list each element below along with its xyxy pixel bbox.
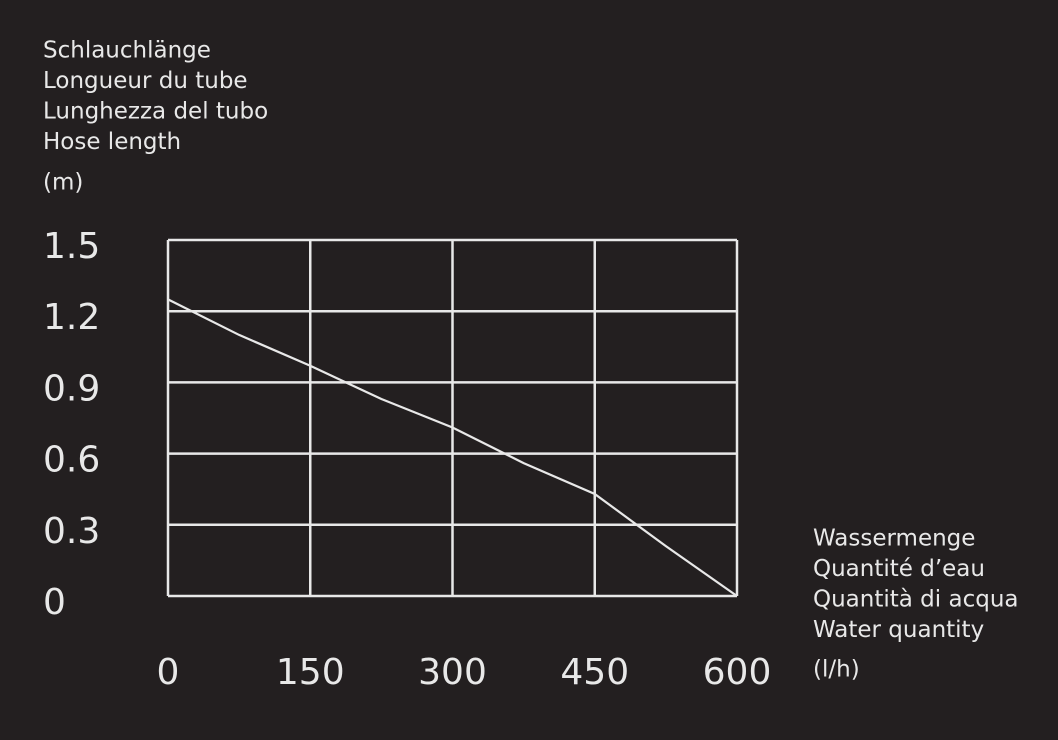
y-axis-title: Lunghezza del tubo bbox=[43, 99, 268, 125]
y-tick-label: 1.2 bbox=[43, 297, 100, 338]
x-axis-unit: (l/h) bbox=[813, 657, 860, 683]
x-axis-title: Wassermenge bbox=[813, 526, 975, 552]
y-axis-title: Schlauchlänge bbox=[43, 38, 211, 64]
y-tick-label: 0.3 bbox=[43, 511, 100, 552]
x-tick-label: 450 bbox=[560, 652, 629, 693]
y-tick-label: 0 bbox=[43, 582, 66, 623]
x-axis-title: Quantité d’eau bbox=[813, 556, 985, 582]
y-tick-label: 0.9 bbox=[43, 368, 100, 409]
y-tick-label: 0.6 bbox=[43, 440, 100, 481]
x-tick-label: 300 bbox=[418, 652, 487, 693]
x-tick-label: 0 bbox=[157, 652, 180, 693]
x-tick-label: 600 bbox=[703, 652, 772, 693]
data-line bbox=[167, 298, 738, 597]
y-tick-label: 1.5 bbox=[43, 226, 100, 267]
y-axis-title: Longueur du tube bbox=[43, 68, 248, 94]
x-axis-title: Water quantity bbox=[813, 617, 984, 643]
x-tick-label: 150 bbox=[276, 652, 345, 693]
y-axis-unit: (m) bbox=[43, 170, 83, 196]
x-axis-title: Quantità di acqua bbox=[813, 587, 1019, 613]
y-axis-title: Hose length bbox=[43, 129, 181, 155]
